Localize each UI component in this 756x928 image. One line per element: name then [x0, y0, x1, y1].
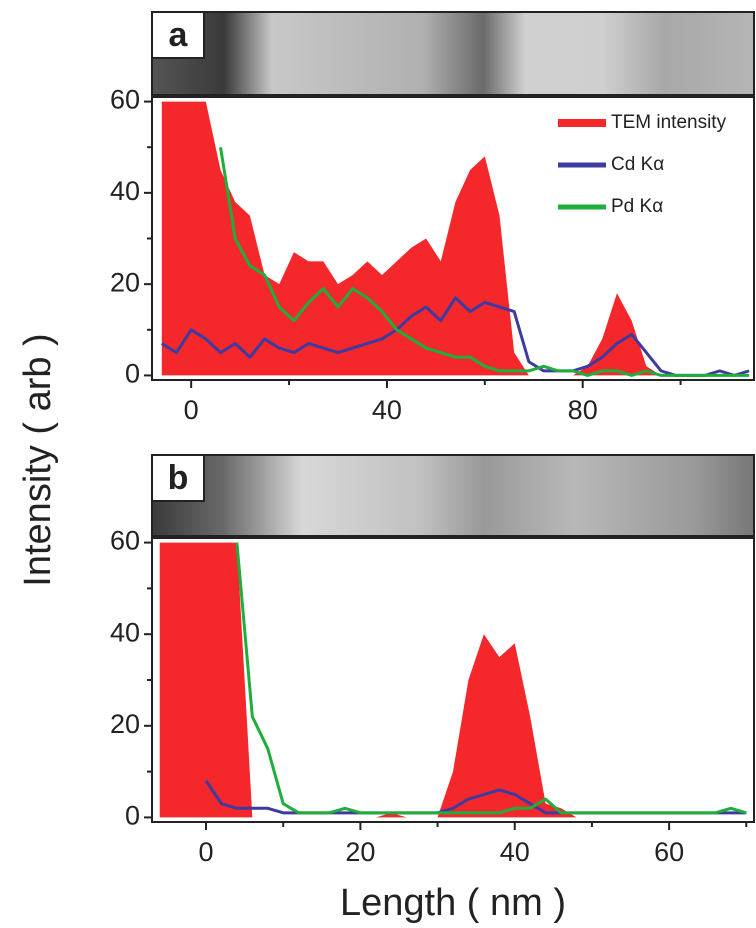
y-tick-label: 60 — [110, 85, 140, 115]
plot-content — [159, 542, 747, 818]
y-axis-label: Intensity ( arb ) — [17, 333, 59, 586]
y-tick-label: 0 — [125, 359, 140, 389]
panel-label-box — [151, 454, 205, 502]
x-axis-label: Length ( nm ) — [340, 882, 566, 924]
tem-image — [151, 11, 755, 96]
x-tick-label: 0 — [199, 837, 214, 867]
y-tick-label: 40 — [110, 617, 140, 647]
y-tick-label: 0 — [125, 801, 140, 831]
x-tick-label: 40 — [372, 395, 402, 425]
line — [160, 296, 750, 377]
x-tick-label: 40 — [500, 837, 530, 867]
area — [161, 101, 750, 376]
line — [219, 146, 750, 377]
x-tick-label: 20 — [345, 837, 375, 867]
legend-label: Cd Kα — [611, 154, 664, 175]
line — [235, 542, 747, 815]
x-tick-label: 0 — [184, 395, 199, 425]
y-tick-label: 60 — [110, 526, 140, 556]
legend-label: Pd Kα — [611, 196, 663, 217]
plot-content — [160, 101, 750, 377]
y-tick-label: 40 — [110, 176, 140, 206]
panel-label: b — [168, 459, 189, 497]
panel-label: a — [169, 16, 189, 54]
tem-image — [151, 454, 755, 537]
legend-label: TEM intensity — [611, 112, 727, 133]
area — [159, 542, 747, 818]
x-tick-label: 80 — [568, 395, 598, 425]
y-tick-label: 20 — [110, 267, 140, 297]
panel-label-box — [151, 11, 205, 59]
y-tick-label: 20 — [110, 709, 140, 739]
x-tick-label: 60 — [654, 837, 684, 867]
